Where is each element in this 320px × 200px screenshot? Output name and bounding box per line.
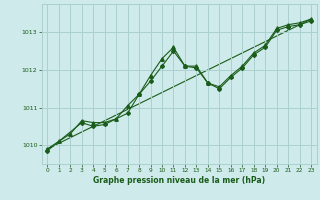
X-axis label: Graphe pression niveau de la mer (hPa): Graphe pression niveau de la mer (hPa): [93, 176, 265, 185]
